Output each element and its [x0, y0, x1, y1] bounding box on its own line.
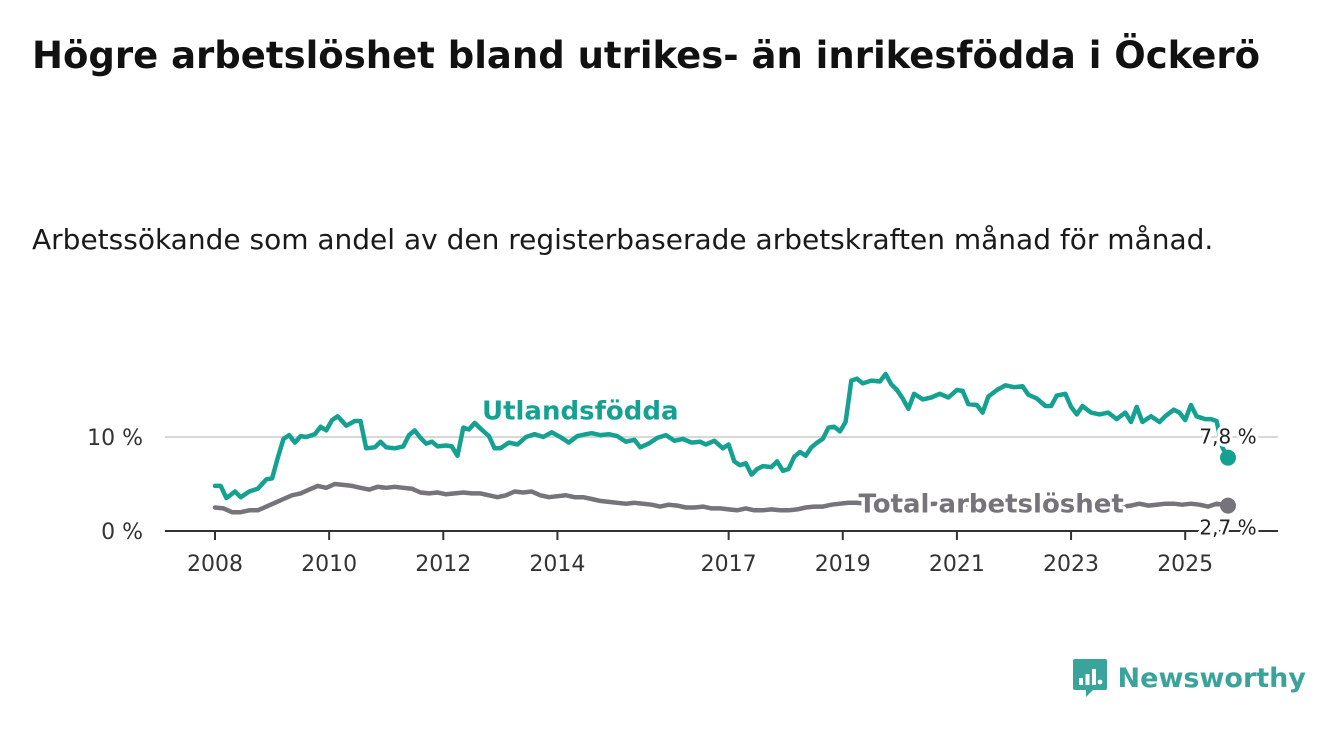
brand-name: Newsworthy: [1117, 662, 1306, 694]
x-tick-label: 2017: [701, 552, 757, 577]
series-labels: 7,8 % 2,7 % Utlandsfödda Total arbetslöshet: [478, 393, 1259, 542]
chart-subtitle: Arbetssökande som andel av den registerb…: [32, 223, 1214, 256]
x-tick-label: 2008: [187, 552, 243, 577]
y-tick-label: 0 %: [101, 520, 143, 545]
newsworthy-brand[interactable]: Newsworthy: [1072, 658, 1306, 698]
x-tick-label: 2010: [301, 552, 357, 577]
series-annotation: Utlandsfödda: [482, 397, 679, 427]
end-value-label: 2,7 %: [1199, 516, 1256, 540]
x-tick-label: 2025: [1157, 552, 1213, 577]
series-end-dot-1: [1220, 497, 1236, 514]
series-line-1: [212, 481, 1231, 515]
x-tick-label: 2019: [815, 552, 871, 577]
x-tick-label: 2012: [415, 552, 471, 577]
end-value-label: 7,8 %: [1199, 425, 1256, 449]
x-tick-label: 2021: [929, 552, 985, 577]
y-tick-label: 10 %: [87, 426, 143, 451]
axes: 0 % 10 % 2008 2010 2012 2014 2017 2019 2021 2023 2…: [87, 426, 1278, 577]
series-lines: [212, 371, 1236, 515]
chart-title: Högre arbetslöshet bland utrikes- än inr…: [32, 34, 1261, 77]
series-line-0: [212, 371, 1231, 501]
series-end-dot-0: [1220, 449, 1236, 466]
x-tick-label: 2023: [1043, 552, 1099, 577]
x-tick-label: 2014: [529, 552, 585, 577]
series-annotation: Total arbetslöshet: [858, 490, 1123, 520]
bar-chart-logo-icon: [1072, 659, 1107, 697]
